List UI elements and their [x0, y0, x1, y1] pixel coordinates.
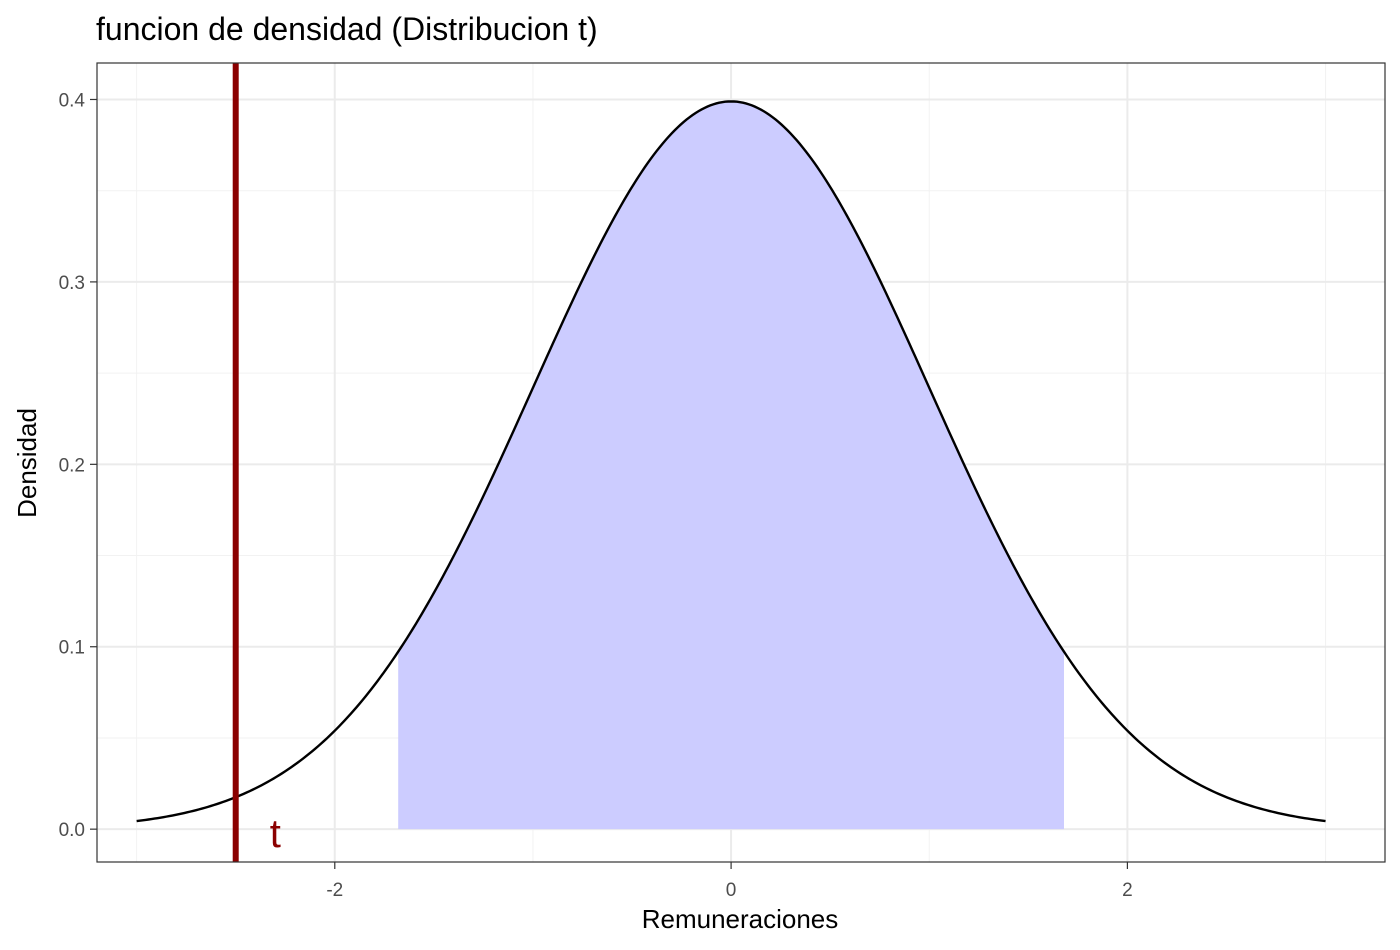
shaded-region [398, 101, 1064, 830]
axis-ticks: -2 0 2 0.0 0.1 0.2 0.3 0.4 [59, 90, 1133, 901]
y-tick-label: 0.4 [59, 90, 86, 111]
x-tick-label: 2 [1122, 880, 1133, 901]
x-tick-label: -2 [326, 880, 343, 901]
plot-panel-border [96, 62, 1386, 863]
y-tick-label: 0.0 [59, 820, 85, 841]
y-axis-title: Densidad [12, 408, 42, 518]
y-tick-label: 0.3 [59, 273, 85, 294]
x-tick-label: 0 [726, 880, 737, 901]
chart-title: funcion de densidad (Distribucion t) [96, 11, 598, 47]
y-tick-label: 0.2 [59, 455, 85, 476]
x-axis-title: Remuneraciones [642, 904, 839, 934]
density-curve [136, 100, 1326, 823]
t-annotation: t [270, 812, 281, 856]
y-tick-label: 0.1 [59, 638, 85, 659]
